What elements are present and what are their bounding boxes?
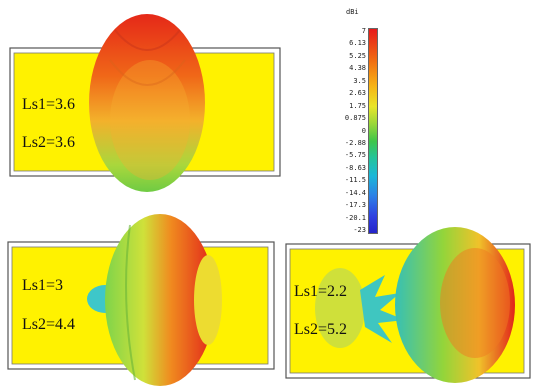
colorbar-unit: dBi <box>346 8 359 16</box>
colorbar-tick-label: 4.38 <box>349 64 366 73</box>
colorbar-tick-label: -2.88 <box>344 138 366 147</box>
spiky-region <box>360 275 405 343</box>
colorbar-tick-label: 2.63 <box>349 89 366 98</box>
colorbar-tick-label: 1.75 <box>349 101 366 110</box>
colorbar-tick-label: 6.13 <box>349 39 366 48</box>
colorbar-tick-label: -17.3 <box>344 201 366 210</box>
ls1-label: Ls1=3 <box>22 277 64 294</box>
colorbar-tick-label: -20.1 <box>344 213 366 222</box>
colorbar-tick-label: 3.5 <box>353 76 366 85</box>
colorbar-tick-label: -8.63 <box>344 163 366 172</box>
lobe-ridge <box>109 59 186 86</box>
colorbar-tick-label: -23 <box>353 226 366 234</box>
left-lobe <box>315 268 365 348</box>
lobe-ridge <box>114 29 181 51</box>
colorbar-tick-label: 5.25 <box>349 51 366 60</box>
colorbar-tick-label: 0.875 <box>344 114 366 123</box>
colorbar-tick-label: -5.75 <box>344 151 366 160</box>
colorbar-tick-label: 0 <box>361 126 366 135</box>
ls1-label: Ls1=2.2 <box>294 283 348 300</box>
radiation-pattern-figure-2 <box>7 214 275 386</box>
pattern-panel-1: Ls1=3.6 Ls2=3.6 <box>0 0 300 200</box>
ls2-label: Ls2=3.6 <box>22 134 76 151</box>
ls2-label: Ls2=5.2 <box>294 321 348 338</box>
pattern-panel-2: Ls1=3 Ls2=4.4 <box>0 205 285 387</box>
main-lobe-highlight <box>440 248 510 358</box>
color-bar-legend: dBi 7 6.13 5.25 4.38 3.5 2.63 1.75 0.875 0 -2.88 -… <box>322 8 390 238</box>
side-lobe <box>194 255 222 345</box>
radiation-lobe <box>89 14 205 192</box>
lobe-highlight <box>110 60 190 180</box>
lobe-ridge <box>125 224 136 381</box>
colorbar-tick-label: -14.4 <box>344 188 366 197</box>
pattern-panel-3: Ls1=2.2 Ls2=5.2 <box>280 215 535 387</box>
radiation-lobe <box>105 214 215 386</box>
radiation-pattern-figure-1 <box>9 14 281 192</box>
colorbar-tick-label: -11.5 <box>344 176 366 185</box>
ls2-label: Ls2=4.4 <box>22 316 76 333</box>
colorbar-ticks: 7 6.13 5.25 4.38 3.5 2.63 1.75 0.875 0 -2.88 -5.75… <box>322 28 366 234</box>
colorbar-gradient <box>368 28 378 234</box>
radiation-pattern-figure-3 <box>285 227 531 383</box>
colorbar-tick-label: 7 <box>361 27 366 35</box>
ls1-label: Ls1=3.6 <box>22 96 76 113</box>
